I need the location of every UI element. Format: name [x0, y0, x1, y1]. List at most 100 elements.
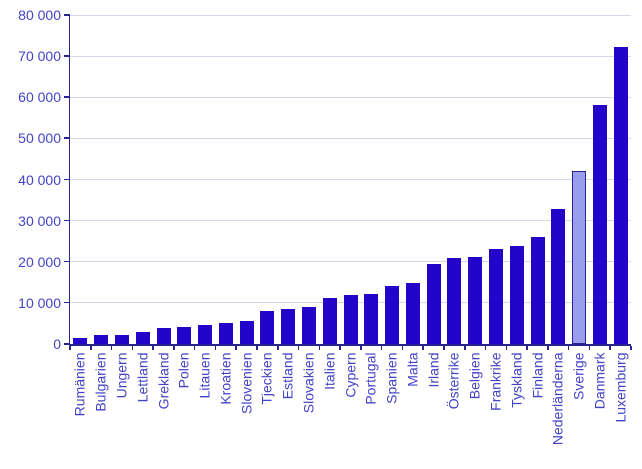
x-axis-tick	[256, 345, 258, 350]
y-axis-tick	[64, 301, 70, 304]
x-axis-label: Österrike	[445, 352, 462, 409]
bar	[73, 337, 88, 344]
x-axis-label: Polen	[175, 352, 192, 388]
gridline	[70, 55, 631, 57]
bar	[218, 323, 233, 344]
y-axis-label: 40 000	[18, 171, 61, 188]
y-axis-label: 70 000	[18, 48, 61, 65]
bar	[156, 327, 171, 344]
bar	[551, 209, 566, 344]
y-axis-tick	[64, 178, 70, 180]
bar	[239, 320, 254, 344]
x-axis-label: Sverige	[570, 352, 587, 400]
x-axis-label: Slovakien	[300, 352, 317, 413]
bar	[530, 237, 545, 344]
bar	[114, 334, 129, 344]
y-axis-label: 60 000	[18, 89, 61, 106]
x-axis-tick	[588, 345, 591, 350]
x-axis-label: Estland	[279, 352, 296, 399]
bar	[198, 324, 213, 344]
y-axis-tick	[64, 55, 70, 57]
bar	[405, 282, 420, 344]
gridline	[70, 14, 631, 16]
bar	[260, 310, 275, 344]
x-axis-label: Italien	[321, 352, 338, 390]
x-axis-tick	[193, 345, 196, 350]
x-axis-label: Danmark	[591, 352, 608, 409]
y-axis-label: 80 000	[18, 7, 61, 23]
bar	[322, 297, 337, 344]
x-axis-tick	[547, 345, 549, 350]
x-axis-label: Tyskland	[508, 352, 525, 408]
y-axis-tick	[64, 260, 70, 263]
gridline	[70, 96, 631, 98]
x-axis-tick	[360, 345, 362, 350]
gridline	[70, 179, 631, 180]
bar	[94, 334, 109, 344]
x-axis-label: Belgien	[466, 352, 483, 399]
x-axis-label: Tjeckien	[258, 352, 275, 405]
x-axis-tick	[464, 345, 466, 350]
bar	[385, 286, 400, 344]
y-axis-tick	[64, 219, 70, 222]
bar	[509, 246, 524, 344]
bar	[301, 306, 316, 344]
bar	[426, 263, 441, 344]
x-axis-tick	[526, 345, 528, 350]
x-axis-label: Malta	[404, 352, 421, 387]
x-axis-tick	[609, 345, 611, 350]
x-axis-label: Bulgarien	[92, 352, 109, 412]
y-axis-label: 20 000	[18, 253, 61, 270]
x-axis-label: Spanien	[383, 352, 400, 404]
x-axis-tick	[235, 345, 237, 350]
bar	[613, 46, 628, 344]
bar	[592, 104, 607, 344]
x-axis-label: Litauen	[196, 352, 213, 398]
x-axis-tick	[297, 345, 300, 350]
y-axis-tick	[64, 14, 70, 16]
x-axis-tick	[318, 345, 321, 350]
y-axis-line	[68, 15, 70, 350]
x-axis-label: Frankrike	[487, 352, 504, 411]
x-axis-label: Portugal	[362, 352, 379, 405]
bar	[468, 256, 483, 344]
x-axis-tick	[380, 345, 383, 350]
x-axis-tick	[505, 345, 508, 350]
x-axis-label: Slovenien	[238, 352, 255, 414]
x-axis-tick	[131, 345, 134, 350]
x-axis-tick	[110, 345, 113, 350]
y-axis-label: 0	[53, 336, 61, 352]
x-axis-tick	[152, 345, 154, 350]
x-axis-tick	[567, 345, 570, 350]
x-axis-label: Rumänien	[71, 352, 88, 416]
y-axis-label: 30 000	[18, 212, 61, 229]
y-axis-label: 10 000	[18, 294, 61, 311]
x-axis-label: Irland	[425, 352, 442, 388]
x-axis-tick	[173, 345, 175, 350]
gridline	[70, 137, 631, 139]
x-axis-label: Grekland	[155, 352, 171, 409]
x-axis-tick	[277, 345, 279, 350]
bar	[364, 293, 379, 344]
x-axis-tick	[630, 345, 632, 350]
x-axis-label: Nederländerna	[549, 352, 566, 445]
bar	[343, 295, 358, 344]
bar-sverige	[572, 171, 587, 344]
bar	[135, 332, 150, 344]
x-axis-tick	[214, 345, 217, 350]
bar	[488, 249, 503, 344]
x-axis-label: Luxemburg	[612, 352, 629, 423]
bar	[281, 309, 296, 344]
x-axis-label: Kroatien	[217, 352, 234, 405]
x-axis-tick	[484, 345, 487, 350]
bar	[177, 327, 192, 344]
x-axis-tick	[90, 345, 92, 350]
y-axis-tick	[64, 96, 70, 98]
x-axis-label: Ungern	[113, 352, 130, 398]
y-axis-tick	[64, 343, 70, 345]
gridline	[70, 220, 631, 222]
x-axis-tick	[443, 345, 445, 350]
gridline	[70, 261, 631, 263]
x-axis-tick	[422, 345, 424, 350]
x-axis-label: Cypern	[342, 352, 358, 398]
